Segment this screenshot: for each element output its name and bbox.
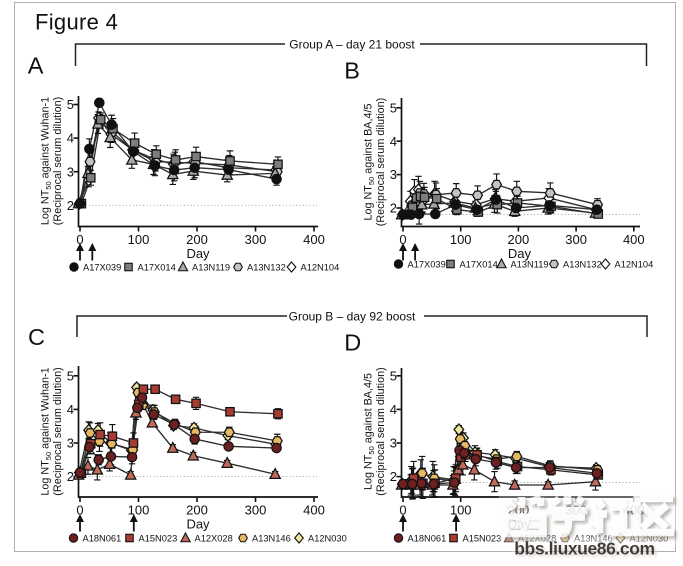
svg-text:3: 3 bbox=[390, 436, 397, 451]
svg-text:3: 3 bbox=[67, 164, 74, 179]
svg-text:A17X039: A17X039 bbox=[83, 262, 121, 272]
svg-text:100: 100 bbox=[450, 503, 472, 518]
svg-text:200: 200 bbox=[508, 232, 530, 247]
svg-text:A12X028: A12X028 bbox=[518, 533, 556, 543]
svg-text:A17X014: A17X014 bbox=[460, 259, 498, 269]
svg-text:5: 5 bbox=[390, 100, 397, 115]
svg-text:(Reciprocal serum dilution): (Reciprocal serum dilution) bbox=[375, 367, 387, 495]
svg-text:A18N061: A18N061 bbox=[408, 533, 447, 543]
svg-text:A17X014: A17X014 bbox=[138, 262, 176, 272]
svg-text:0: 0 bbox=[399, 503, 406, 518]
svg-text:A15N023: A15N023 bbox=[463, 533, 502, 543]
svg-text:A13N146: A13N146 bbox=[574, 533, 613, 543]
svg-text:100: 100 bbox=[128, 232, 150, 247]
svg-text:400: 400 bbox=[303, 503, 325, 518]
svg-text:Day: Day bbox=[186, 246, 210, 261]
svg-text:D: D bbox=[344, 330, 361, 356]
svg-text:2: 2 bbox=[67, 198, 74, 213]
svg-text:A: A bbox=[28, 53, 44, 79]
svg-text:A13N132: A13N132 bbox=[563, 259, 602, 269]
svg-text:4: 4 bbox=[67, 402, 74, 417]
svg-text:A13N119: A13N119 bbox=[511, 259, 549, 269]
svg-text:Log NT50​ against Wuhan-1: Log NT50​ against Wuhan-1 bbox=[40, 367, 54, 495]
svg-text:A18N061: A18N061 bbox=[83, 533, 122, 543]
svg-text:400: 400 bbox=[623, 232, 645, 247]
svg-text:400: 400 bbox=[303, 232, 325, 247]
svg-text:200: 200 bbox=[186, 503, 208, 518]
svg-text:5: 5 bbox=[67, 368, 74, 383]
svg-text:A12N030: A12N030 bbox=[308, 533, 347, 543]
svg-text:4: 4 bbox=[390, 134, 397, 149]
svg-text:(Reciprocal serum dilution): (Reciprocal serum dilution) bbox=[52, 97, 64, 225]
svg-text:A13N132: A13N132 bbox=[247, 262, 286, 272]
svg-text:200: 200 bbox=[186, 232, 208, 247]
svg-text:5: 5 bbox=[390, 368, 397, 383]
svg-text:0: 0 bbox=[399, 232, 406, 247]
svg-text:Figure 4: Figure 4 bbox=[35, 10, 118, 35]
svg-text:Day: Day bbox=[186, 517, 210, 532]
svg-text:0: 0 bbox=[76, 503, 83, 518]
svg-text:Log NT50​ against BA,4/5: Log NT50​ against BA,4/5 bbox=[363, 104, 377, 221]
svg-text:B: B bbox=[344, 58, 360, 84]
svg-text:Group B – day 92 boost: Group B – day 92 boost bbox=[289, 310, 416, 324]
svg-text:A12X028: A12X028 bbox=[195, 533, 233, 543]
svg-text:3: 3 bbox=[67, 436, 74, 451]
svg-text:Day: Day bbox=[508, 246, 532, 261]
svg-text:3: 3 bbox=[390, 167, 397, 182]
svg-text:300: 300 bbox=[565, 232, 587, 247]
svg-text:300: 300 bbox=[245, 232, 267, 247]
svg-text:4: 4 bbox=[390, 402, 397, 417]
svg-text:A17X039: A17X039 bbox=[408, 259, 446, 269]
svg-text:0: 0 bbox=[76, 232, 83, 247]
svg-text:A15N023: A15N023 bbox=[139, 533, 178, 543]
svg-text:Log NT50​ against Wuhan-1: Log NT50​ against Wuhan-1 bbox=[40, 97, 54, 225]
svg-text:100: 100 bbox=[128, 503, 150, 518]
svg-text:(Reciprocal serum dilution): (Reciprocal serum dilution) bbox=[375, 98, 387, 226]
svg-text:2: 2 bbox=[390, 201, 397, 216]
svg-text:5: 5 bbox=[67, 97, 74, 112]
svg-text:(Reciprocal serum dilution): (Reciprocal serum dilution) bbox=[52, 367, 64, 495]
svg-text:Log NT50​ against BA,4/5: Log NT50​ against BA,4/5 bbox=[363, 373, 377, 490]
svg-text:bbs.liuxue86.com: bbs.liuxue86.com bbox=[514, 539, 654, 559]
svg-text:A12N104: A12N104 bbox=[615, 259, 654, 269]
svg-text:300: 300 bbox=[245, 503, 267, 518]
svg-text:2: 2 bbox=[67, 469, 74, 484]
svg-text:A12N104: A12N104 bbox=[301, 262, 340, 272]
svg-text:100: 100 bbox=[450, 232, 472, 247]
svg-text:Group A – day 21 boost: Group A – day 21 boost bbox=[289, 38, 415, 52]
svg-text:C: C bbox=[28, 324, 45, 350]
svg-text:4: 4 bbox=[67, 131, 74, 146]
svg-text:A13N119: A13N119 bbox=[192, 262, 230, 272]
svg-text:A13N146: A13N146 bbox=[252, 533, 291, 543]
svg-text:2: 2 bbox=[390, 469, 397, 484]
svg-text:A12N030: A12N030 bbox=[630, 533, 669, 543]
